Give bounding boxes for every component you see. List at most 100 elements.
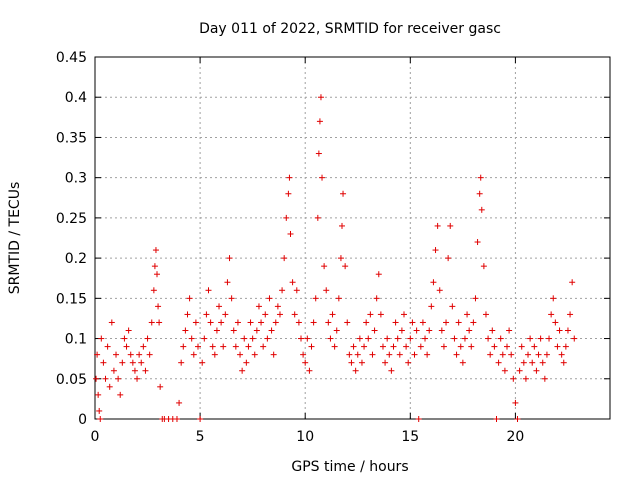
data-point: [361, 343, 368, 350]
data-point: [291, 311, 298, 318]
data-point: [148, 319, 155, 326]
data-point: [556, 327, 563, 334]
data-point: [499, 351, 506, 358]
data-point: [482, 311, 489, 318]
data-point: [138, 359, 145, 366]
data-point: [560, 359, 567, 366]
data-point: [533, 367, 540, 374]
data-point: [281, 255, 288, 262]
data-point: [197, 416, 204, 422]
data-point: [422, 335, 429, 342]
data-point: [340, 190, 347, 197]
data-point: [354, 351, 361, 358]
data-point: [529, 359, 536, 366]
data-point: [464, 311, 471, 318]
data-point: [211, 351, 218, 358]
data-point: [228, 295, 235, 302]
data-point: [520, 359, 527, 366]
data-point: [512, 399, 519, 406]
data-point: [428, 303, 435, 310]
data-point: [350, 343, 357, 350]
data-point: [131, 367, 138, 374]
data-point: [190, 351, 197, 358]
data-point: [304, 335, 311, 342]
data-point: [459, 359, 466, 366]
data-point: [224, 279, 231, 286]
data-point: [108, 319, 115, 326]
data-point: [424, 351, 431, 358]
data-point: [419, 319, 426, 326]
x-axis-label: GPS time / hours: [291, 459, 408, 475]
data-point: [136, 351, 143, 358]
data-point: [94, 351, 101, 358]
data-point: [369, 351, 376, 358]
y-tick-label: 0.25: [56, 211, 87, 227]
data-point: [445, 255, 452, 262]
data-point: [571, 335, 578, 342]
data-point: [218, 319, 225, 326]
chart-title: Day 011 of 2022, SRMTID for receiver gas…: [199, 21, 501, 37]
data-point: [409, 319, 416, 326]
data-point: [264, 335, 271, 342]
data-point: [255, 303, 262, 310]
data-point: [438, 327, 445, 334]
data-point: [375, 271, 382, 278]
data-point: [113, 351, 120, 358]
data-point: [319, 174, 326, 181]
data-point: [407, 335, 414, 342]
data-point: [245, 343, 252, 350]
data-point: [253, 327, 260, 334]
data-point: [270, 351, 277, 358]
data-point: [537, 335, 544, 342]
y-axis-label: SRMTID / TECUs: [7, 182, 23, 295]
data-point: [146, 351, 153, 358]
data-point: [247, 319, 254, 326]
data-point: [401, 311, 407, 318]
x-tick-label: 5: [196, 429, 205, 445]
y-tick-label: 0.1: [65, 332, 87, 348]
data-point: [535, 351, 542, 358]
data-point: [106, 383, 113, 390]
data-point: [426, 327, 433, 334]
data-point: [121, 335, 128, 342]
data-point: [100, 359, 107, 366]
data-point: [546, 335, 553, 342]
data-point: [287, 230, 294, 237]
data-point: [485, 335, 492, 342]
data-point: [180, 343, 187, 350]
data-point: [195, 343, 201, 350]
data-point: [268, 327, 275, 334]
data-point: [150, 287, 157, 294]
data-point: [337, 255, 344, 262]
data-point: [283, 214, 290, 221]
data-point: [554, 343, 561, 350]
data-point: [285, 190, 292, 197]
data-point: [451, 335, 458, 342]
plot-frame: [94, 56, 611, 420]
data-point: [516, 367, 523, 374]
data-point: [447, 222, 454, 229]
data-point: [457, 343, 464, 350]
data-point: [230, 327, 237, 334]
data-point: [510, 375, 517, 382]
data-point: [331, 343, 338, 350]
data-point: [97, 416, 104, 422]
data-point: [466, 327, 473, 334]
y-tick-label: 0.2: [65, 251, 87, 267]
x-tick-label: 0: [91, 429, 100, 445]
x-tick-label: 10: [296, 429, 314, 445]
data-point: [531, 343, 538, 350]
data-point: [333, 327, 340, 334]
data-point: [394, 335, 401, 342]
y-tick-label: 0.05: [56, 372, 87, 388]
data-point: [541, 375, 548, 382]
data-point: [119, 359, 126, 366]
data-point: [430, 279, 437, 286]
data-point: [501, 367, 508, 374]
data-point: [411, 351, 418, 358]
data-point: [453, 351, 460, 358]
data-point: [144, 335, 151, 342]
data-point: [514, 416, 521, 422]
data-point: [314, 214, 321, 221]
